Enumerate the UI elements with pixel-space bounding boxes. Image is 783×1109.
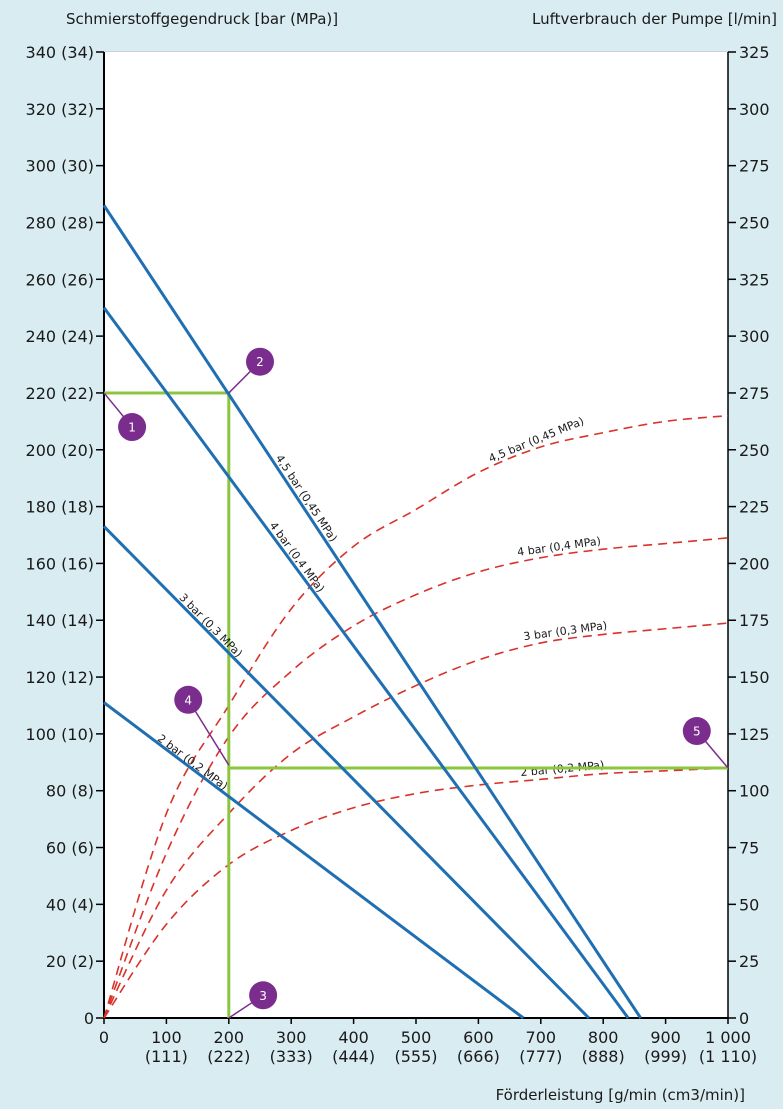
y-left-tick-label: 40 (4) bbox=[46, 895, 94, 914]
y-left-tick-label: 320 (32) bbox=[26, 100, 94, 119]
x-tick-label: 1 000 bbox=[705, 1028, 751, 1047]
y-left-tick-label: 280 (28) bbox=[26, 213, 94, 232]
marker-badge bbox=[118, 413, 147, 442]
y-left-tick-label: 300 (30) bbox=[26, 157, 94, 176]
x-tick-label: 300 bbox=[276, 1028, 307, 1047]
x-tick-label: 500 bbox=[401, 1028, 432, 1047]
y-right-tick-label: 275 bbox=[739, 384, 770, 403]
x-tick-label: 400 bbox=[338, 1028, 369, 1047]
y-right-tick-label: 150 bbox=[739, 668, 770, 687]
y-left-tick-label: 20 (2) bbox=[46, 952, 94, 971]
markers: 1 2 3 4 5 bbox=[103, 347, 729, 1019]
y-left-tick-label: 140 (14) bbox=[26, 611, 94, 630]
x-tick-sublabel: (555) bbox=[394, 1047, 437, 1066]
y-right-tick-label: 325 bbox=[739, 43, 770, 62]
x-tick-label: 200 bbox=[214, 1028, 245, 1047]
marker-number: 3 bbox=[259, 989, 267, 1003]
marker-number: 1 bbox=[128, 421, 136, 435]
x-axis-title: Förderleistung [g/min (cm3/min)] bbox=[496, 1086, 745, 1104]
x-tick-sublabel: (444) bbox=[332, 1047, 375, 1066]
marker-number: 2 bbox=[256, 355, 264, 369]
x-tick-sublabel: (999) bbox=[644, 1047, 687, 1066]
y-right-tick-label: 200 bbox=[739, 554, 770, 573]
air-curve-series bbox=[103, 622, 729, 1019]
x-tick-sublabel: (333) bbox=[270, 1047, 313, 1066]
y-left-tick-label: 240 (24) bbox=[26, 327, 94, 346]
marker-badge bbox=[682, 717, 711, 746]
y-left-tick-label: 60 (6) bbox=[46, 839, 94, 858]
y-left-tick-label: 100 (10) bbox=[26, 725, 94, 744]
pump-line-series bbox=[102, 204, 642, 1019]
y-left-tick-label: 120 (12) bbox=[26, 668, 94, 687]
x-tick-sublabel: (888) bbox=[582, 1047, 625, 1066]
x-tick-label: 700 bbox=[526, 1028, 557, 1047]
y-left-tick-label: 220 (22) bbox=[26, 384, 94, 403]
right-axis-title: Luftverbrauch der Pumpe [l/min] bbox=[532, 10, 777, 28]
x-tick-label: 0 bbox=[99, 1028, 109, 1047]
x-tick-label: 100 bbox=[151, 1028, 182, 1047]
y-right-tick-label: 175 bbox=[739, 611, 770, 630]
axes: 0 20 (2) 40 (4) 60 (6) 80 (8) 100 (10) 120 (12… bbox=[26, 43, 770, 1066]
marker-number: 5 bbox=[693, 725, 701, 739]
y-left-tick-label: 0 bbox=[84, 1009, 94, 1028]
air-curve-series bbox=[103, 767, 729, 1019]
y-right-tick-label: 100 bbox=[739, 782, 770, 801]
y-right-tick-label: 250 bbox=[739, 213, 770, 232]
y-right-tick-label: 50 bbox=[739, 895, 759, 914]
marker-number: 4 bbox=[184, 693, 192, 707]
y-left-tick-label: 180 (18) bbox=[26, 498, 94, 517]
y-right-tick-label: 325 bbox=[739, 270, 770, 289]
x-tick-sublabel: (777) bbox=[519, 1047, 562, 1066]
y-left-tick-label: 80 (8) bbox=[46, 782, 94, 801]
x-tick-label: 800 bbox=[588, 1028, 619, 1047]
pump-line-series bbox=[102, 306, 630, 1019]
y-right-tick-label: 225 bbox=[739, 498, 770, 517]
x-tick-sublabel: (1 110) bbox=[699, 1047, 757, 1066]
y-left-tick-label: 200 (20) bbox=[26, 441, 94, 460]
x-tick-sublabel: (666) bbox=[457, 1047, 500, 1066]
plot-area bbox=[104, 52, 728, 1018]
x-tick-sublabel: (111) bbox=[145, 1047, 188, 1066]
y-left-tick-label: 340 (34) bbox=[26, 43, 94, 62]
x-tick-label: 900 bbox=[650, 1028, 681, 1047]
pump-line-series bbox=[102, 525, 590, 1020]
marker-badge bbox=[174, 685, 203, 714]
y-right-tick-label: 125 bbox=[739, 725, 770, 744]
marker-badge bbox=[246, 347, 274, 376]
y-right-tick-label: 300 bbox=[739, 100, 770, 119]
y-right-tick-label: 0 bbox=[739, 1009, 749, 1028]
y-left-tick-label: 160 (16) bbox=[26, 554, 94, 573]
y-right-tick-label: 275 bbox=[739, 157, 770, 176]
x-tick-label: 600 bbox=[463, 1028, 494, 1047]
y-left-tick-label: 260 (26) bbox=[26, 270, 94, 289]
x-tick-sublabel: (222) bbox=[207, 1047, 250, 1066]
left-axis-title: Schmierstoffgegendruck [bar (MPa)] bbox=[66, 10, 338, 28]
y-right-tick-label: 300 bbox=[739, 327, 770, 346]
air-curve-series bbox=[103, 537, 729, 1019]
y-right-tick-label: 75 bbox=[739, 839, 759, 858]
pump-line-series bbox=[103, 701, 525, 1020]
y-right-tick-label: 250 bbox=[739, 441, 770, 460]
y-right-tick-label: 25 bbox=[739, 952, 759, 971]
marker-badge bbox=[249, 981, 278, 1010]
